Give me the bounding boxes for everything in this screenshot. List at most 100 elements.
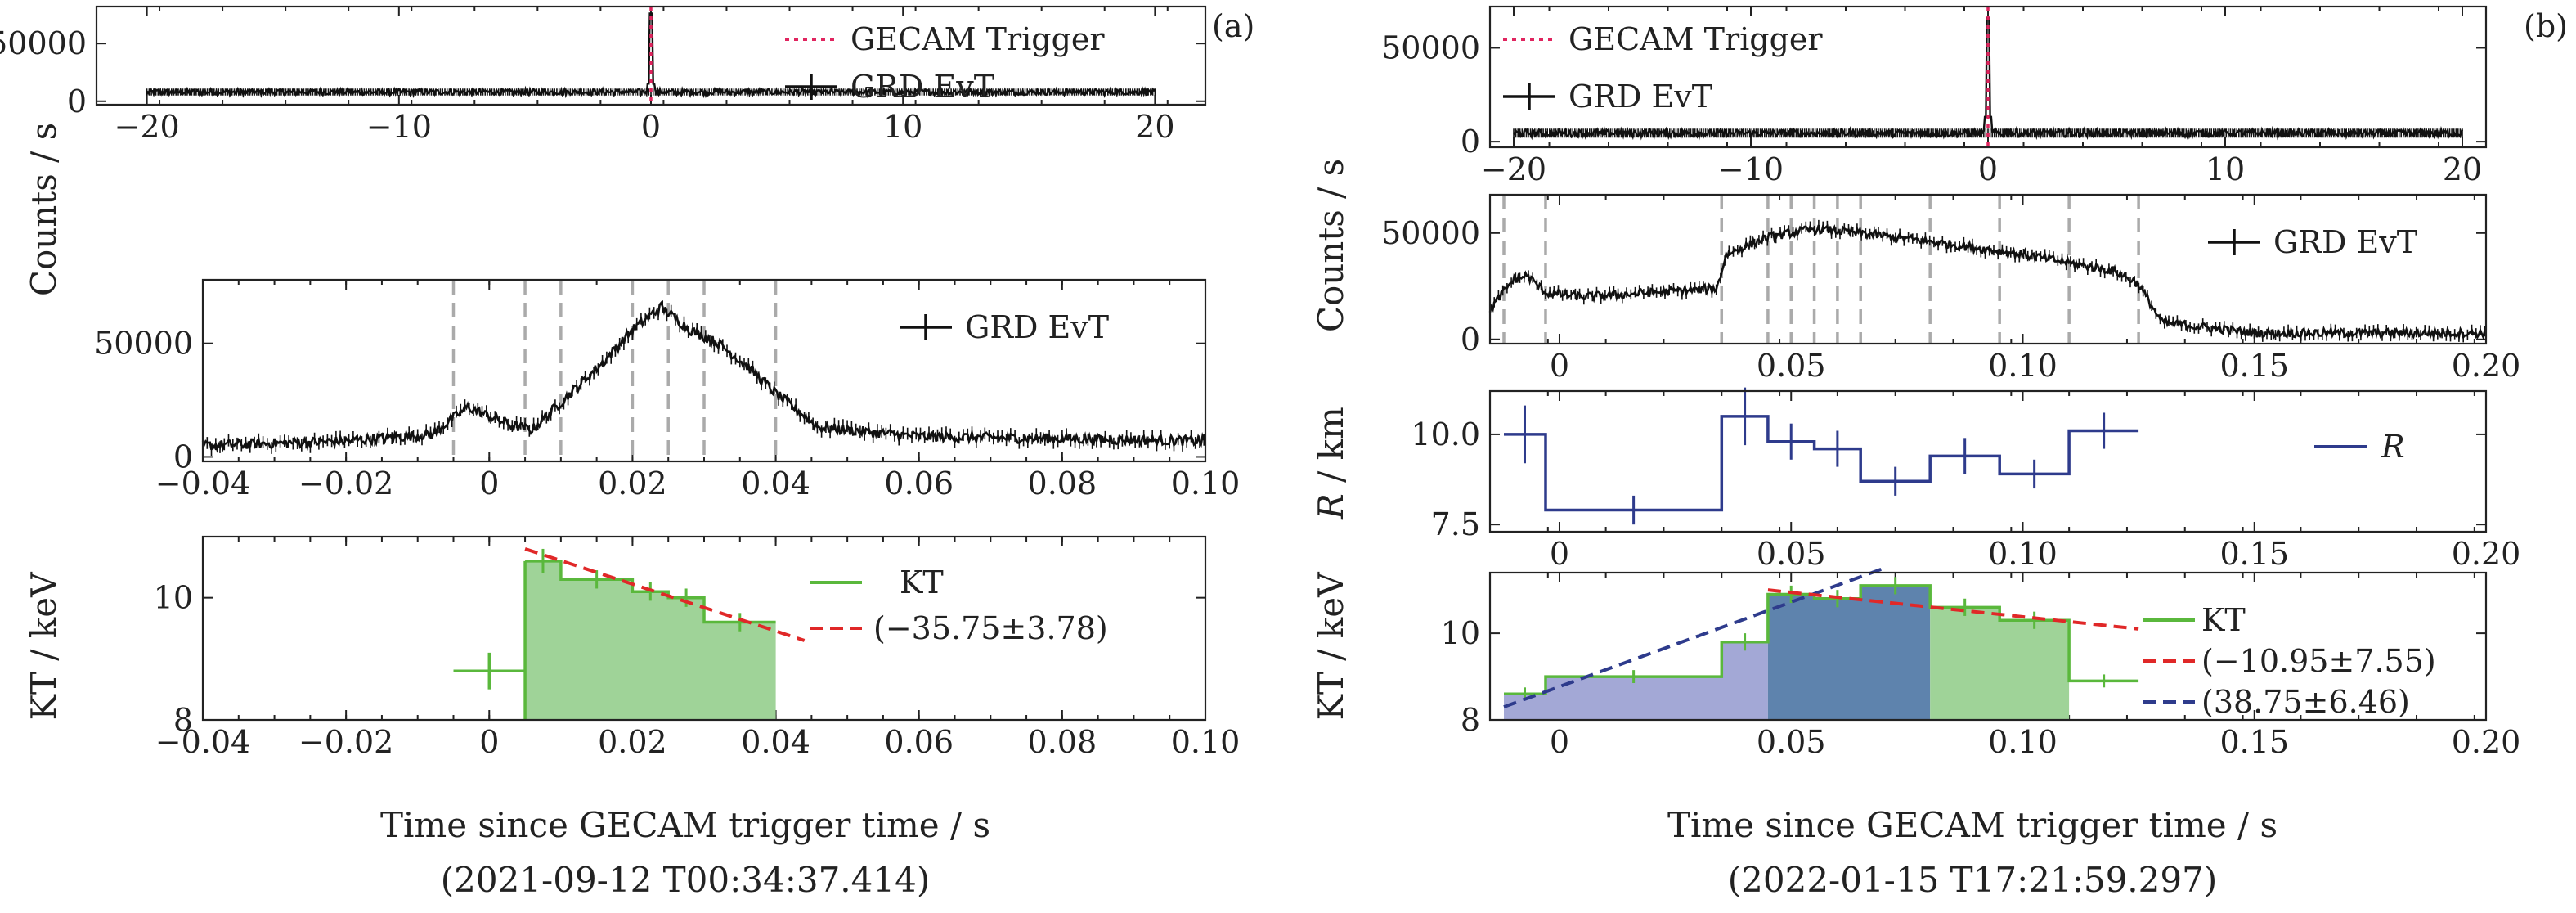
a-bot-xtick-label: 0.08: [1028, 724, 1097, 760]
b-bot-xtick-label: 0.20: [2452, 724, 2521, 760]
b-bot-frame: [1488, 571, 2488, 722]
b-r-legend-label: R: [2381, 429, 2405, 465]
a-top-legend-trigger-label: GECAM Trigger: [850, 21, 1105, 57]
b-top-frame: [1488, 5, 2488, 149]
b-top-errorbars: [1513, 128, 2463, 138]
panel-a-letter: (a): [1212, 8, 1254, 44]
b-top-xtick-label: −20: [1481, 151, 1546, 187]
a-top-ytick-label: 0: [67, 83, 87, 119]
b-top-legend-evt-label: GRD EvT: [1568, 79, 1712, 115]
b-mid-xtick-label: 0.15: [2219, 348, 2289, 384]
b-mid-xtick-label: 0.05: [1757, 348, 1826, 384]
b-bot-fill-dark: [1767, 585, 1931, 720]
a-mid-xtick-label: 0.02: [598, 465, 667, 501]
b-bot-ytick-label: 8: [1461, 702, 1480, 738]
a-bot-xtick-label: 0.04: [741, 724, 810, 760]
a-mid-legend-evt-label: GRD EvT: [965, 309, 1109, 345]
b-r-ytick-label: 7.5: [1431, 506, 1480, 542]
a-top-xtick-label: 10: [883, 109, 922, 145]
b-top-xtick-label: 10: [2206, 151, 2245, 187]
a-bot-xtick-label: 0: [479, 724, 499, 760]
a-bot-ytick-label: 10: [154, 580, 193, 616]
a-mid-lightcurve: [201, 300, 1206, 453]
b-r-xtick-label: 0.15: [2219, 536, 2289, 572]
b-bot-fill-green: [1930, 607, 2070, 720]
b-date: (2022-01-15 T17:21:59.297): [1728, 860, 2217, 900]
a-counts-ylabel: Counts / s: [24, 123, 64, 296]
b-r-ylabel: R / km: [1311, 407, 1351, 520]
b-bot-axes: 0 0.05 0.10 0.15 0.20 8 10 KT (−10.95±7.55) (38.7…: [1441, 566, 2521, 760]
b-bot-xtick-label: 0.10: [1988, 724, 2058, 760]
a-bot-legend-fit-label: (−35.75±3.78): [873, 610, 1108, 646]
b-mid-lightcurve: [1488, 223, 2488, 340]
b-bot-xtick-label: 0: [1550, 724, 1569, 760]
b-mid-legend-evt-label: GRD EvT: [2273, 224, 2417, 260]
a-top-legend-evt-label: GRD EvT: [850, 69, 994, 105]
b-r-axes: 0 0.05 0.10 0.15 0.20 7.5 10.0 R: [1411, 387, 2521, 572]
a-bot-frame: [201, 535, 1207, 722]
b-mid-ytick-label: 0: [1461, 322, 1480, 358]
b-counts-ylabel: Counts / s: [1311, 159, 1351, 332]
a-mid-axes: −0.04 −0.02 0 0.02 0.04 0.06 0.08 0.10 0 50000 GRD…: [94, 278, 1241, 501]
a-mid-frame: [201, 278, 1207, 463]
b-bot-legend-kt-label: KT: [2201, 602, 2246, 638]
a-mid-xtick-label: 0.04: [741, 465, 810, 501]
b-bot-xtick-label: 0.15: [2219, 724, 2289, 760]
b-bot-ytick-label: 10: [1441, 615, 1480, 651]
a-top-xtick-label: −10: [366, 109, 432, 145]
b-bot-legend-navy-label: (38.75±6.46): [2201, 684, 2410, 720]
a-kt-ylabel: KT / keV: [24, 572, 64, 721]
a-bot-xtick-label: 0.06: [884, 724, 954, 760]
b-mid-axes: 0 0.05 0.10 0.15 0.20 0 50000 GRD EvT: [1381, 193, 2521, 384]
b-r-ylabel-symbol: R: [1311, 493, 1351, 520]
b-r-r-step: [1504, 415, 2139, 512]
a-bot-xtick-label: −0.02: [298, 724, 393, 760]
a-xlabel: Time since GECAM trigger time / s: [380, 805, 990, 845]
b-top-ytick-label: 0: [1461, 124, 1480, 160]
b-r-ylabel-unit: / km: [1311, 407, 1351, 493]
b-mid-xtick-label: 0: [1550, 348, 1569, 384]
b-top-xtick-label: 20: [2443, 151, 2482, 187]
a-bot-xtick-label: −0.04: [155, 724, 250, 760]
a-mid-ytick-label: 50000: [94, 326, 193, 362]
b-top-axes: −20 −10 0 10 20 0 50000 GECAM Trigger GRD EvT: [1381, 5, 2488, 187]
a-top-errorbars: [146, 88, 1156, 96]
b-bot-legend-red-label: (−10.95±7.55): [2201, 643, 2436, 679]
b-mid-xtick-label: 0.10: [1988, 348, 2058, 384]
a-bot-ytick-label: 8: [173, 702, 193, 738]
a-mid-xtick-label: 0: [479, 465, 499, 501]
a-date: (2021-09-12 T00:34:37.414): [441, 860, 930, 900]
b-r-xtick-label: 0.20: [2452, 536, 2521, 572]
b-r-xtick-label: 0: [1550, 536, 1569, 572]
b-bot-fit-navy: [1503, 566, 1885, 708]
b-r-xtick-label: 0.10: [1988, 536, 2058, 572]
b-bot-fit-red: [1767, 588, 2139, 631]
b-bot-fill-light: [1504, 641, 1768, 720]
b-mid-xtick-label: 0.20: [2452, 348, 2521, 384]
a-mid-xtick-label: 0.10: [1171, 465, 1241, 501]
a-bot-fit-line: [524, 547, 806, 642]
b-top-xtick-label: −10: [1718, 151, 1784, 187]
a-mid-xtick-label: −0.02: [298, 465, 393, 501]
a-bot-xtick-label: 0.02: [598, 724, 667, 760]
b-r-xtick-label: 0.05: [1757, 536, 1826, 572]
a-mid-xtick-label: 0.08: [1028, 465, 1097, 501]
a-mid-xtick-label: −0.04: [155, 465, 250, 501]
panels: −20 −10 0 10 20 0 50000 GECAM Trigger GRD EvT −0.…: [0, 5, 2521, 760]
a-top-ytick-label: 50000: [0, 25, 87, 61]
a-bot-xtick-label: 0.10: [1171, 724, 1241, 760]
b-mid-ytick-label: 50000: [1381, 215, 1480, 251]
b-xlabel: Time since GECAM trigger time / s: [1667, 805, 2278, 845]
b-top-legend-trigger-label: GECAM Trigger: [1568, 21, 1823, 57]
a-top-axes: −20 −10 0 10 20 0 50000 GECAM Trigger GRD EvT: [0, 5, 1207, 145]
a-top-frame: [95, 5, 1207, 106]
a-mid-xtick-label: 0.06: [884, 465, 954, 501]
a-bot-legend-kt-label: KT: [900, 564, 944, 600]
a-bot-axes: −0.04 −0.02 0 0.02 0.04 0.06 0.08 0.10 8 10 KT (−35…: [154, 535, 1241, 760]
b-bot-xtick-label: 0.05: [1757, 724, 1826, 760]
a-top-xtick-label: 20: [1135, 109, 1174, 145]
b-r-frame: [1488, 389, 2488, 533]
b-top-xtick-label: 0: [1978, 151, 1998, 187]
b-kt-ylabel: KT / keV: [1311, 572, 1351, 721]
panel-b-letter: (b): [2524, 8, 2568, 44]
